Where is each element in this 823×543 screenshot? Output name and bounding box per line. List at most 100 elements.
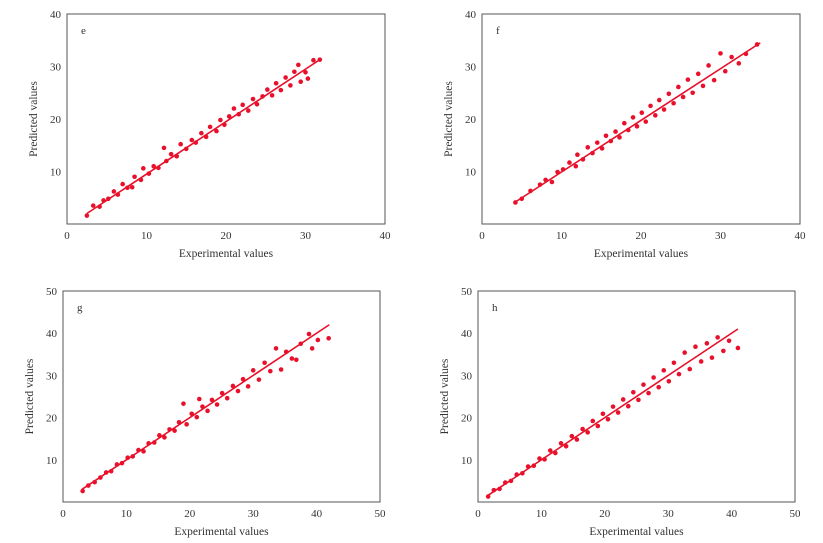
data-point (573, 163, 579, 169)
data-point (230, 383, 236, 389)
data-point (157, 433, 162, 438)
y-axis-label: Predicted values (439, 358, 451, 434)
y-tick-label: 20 (465, 114, 477, 126)
data-point (605, 416, 611, 422)
data-point (250, 368, 256, 373)
y-tick-label: 50 (461, 286, 473, 298)
y-tick-label: 20 (461, 413, 473, 425)
data-point (240, 102, 245, 108)
x-tick-label: 10 (536, 508, 548, 520)
data-point (283, 75, 288, 80)
x-tick-label: 40 (795, 230, 807, 242)
panel-h: h 0 10 20 30 40 50 10 20 30 40 50 Experimental value… (439, 286, 801, 538)
y-tick-label: 30 (461, 370, 473, 382)
x-tick-label: 30 (300, 230, 312, 242)
panel-g: g 0 10 20 30 40 50 10 20 30 40 50 Experimental value… (24, 286, 386, 538)
y-tick-label: 40 (461, 328, 473, 340)
data-point (558, 441, 564, 446)
data-point (537, 182, 543, 187)
data-point (200, 404, 205, 409)
data-point (132, 174, 137, 180)
data-point (151, 163, 156, 169)
data-point (617, 135, 622, 140)
y-tick-label: 50 (46, 286, 58, 298)
data-point (590, 418, 596, 424)
data-point (273, 81, 279, 86)
panel-label: h (492, 302, 498, 314)
data-point (209, 397, 215, 403)
data-point (184, 422, 189, 427)
data-point (715, 335, 720, 340)
data-point (250, 96, 256, 102)
data-point (292, 69, 297, 75)
data-point (525, 464, 531, 469)
data-point (671, 360, 677, 366)
data-point (268, 368, 273, 374)
x-tick-label: 0 (475, 508, 481, 520)
data-point (226, 114, 232, 119)
data-point (700, 83, 706, 89)
data-point (721, 348, 726, 354)
y-tick-label: 40 (46, 328, 58, 340)
data-point (585, 145, 591, 150)
data-point (176, 419, 182, 425)
data-point (736, 61, 742, 66)
data-point (125, 185, 130, 191)
data-point (641, 382, 646, 387)
data-point (600, 411, 606, 417)
x-tick-label: 20 (221, 230, 233, 242)
plot-frame (477, 290, 796, 503)
data-point (543, 177, 548, 183)
x-axis-label: Experimental values (174, 526, 269, 538)
data-point (656, 97, 662, 103)
x-tick-label: 40 (311, 508, 323, 520)
x-tick-label: 50 (375, 508, 387, 520)
data-point (207, 124, 213, 130)
data-point (231, 106, 237, 111)
data-point (735, 345, 741, 351)
data-point (569, 433, 575, 439)
data-point (108, 468, 114, 474)
data-point (563, 443, 569, 449)
data-point (136, 447, 141, 453)
fit-line (513, 42, 761, 204)
x-tick-label: 20 (599, 508, 611, 520)
data-point (311, 57, 316, 63)
data-point (690, 90, 695, 96)
data-point (115, 192, 121, 197)
x-tick-label: 10 (556, 230, 568, 242)
data-point (90, 203, 96, 208)
data-point (174, 153, 180, 159)
data-point (639, 110, 645, 115)
data-point (101, 198, 106, 203)
data-point (194, 414, 200, 420)
data-point (706, 63, 711, 68)
data-point (615, 410, 621, 415)
data-point (574, 437, 580, 442)
data-point (326, 335, 331, 341)
data-point (303, 69, 308, 75)
data-point (106, 196, 111, 202)
data-point (278, 87, 284, 93)
data-point (84, 213, 90, 218)
data-point (162, 435, 167, 440)
data-point (704, 341, 710, 346)
data-point (214, 128, 219, 134)
data-point (608, 138, 614, 144)
data-point (119, 460, 125, 466)
panel-label: f (496, 25, 500, 37)
data-point (514, 472, 519, 477)
data-point (560, 167, 566, 172)
data-point (575, 152, 580, 157)
y-tick-label: 30 (465, 62, 477, 74)
fit-line (487, 328, 739, 497)
data-point (265, 87, 270, 92)
data-point (161, 145, 167, 151)
data-point (262, 360, 267, 366)
data-point (698, 359, 704, 364)
data-point (620, 397, 626, 402)
data-point (695, 71, 701, 77)
data-point (269, 93, 275, 98)
plot-frame (66, 13, 386, 225)
